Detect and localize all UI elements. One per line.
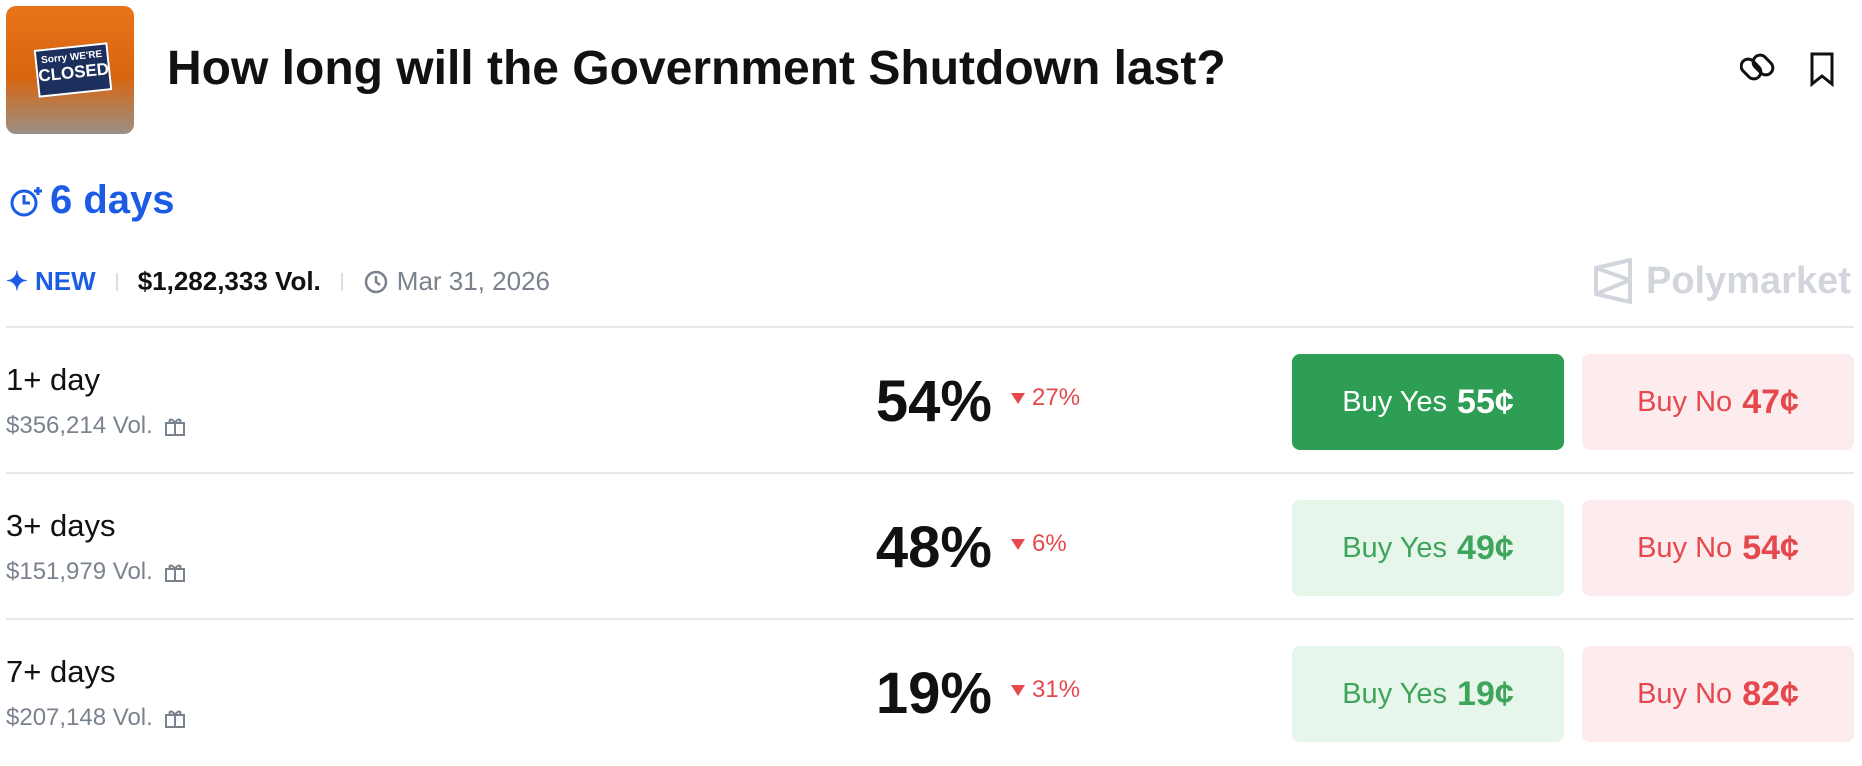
button-label: Buy Yes [1342, 677, 1448, 710]
separator [340, 272, 343, 291]
change: 31% [1010, 676, 1080, 704]
gift-icon [164, 564, 185, 582]
alarm-icon [10, 186, 42, 216]
chance: 54% [875, 369, 992, 434]
change-text: 6% [1032, 530, 1067, 557]
volume-text: $207,148 Vol. [6, 704, 153, 731]
change-text: 27% [1032, 384, 1081, 411]
button-price: 19¢ [1457, 674, 1514, 713]
button-price: 54¢ [1742, 528, 1799, 567]
outcome-label: 7+ days [6, 654, 116, 689]
change: 27% [1010, 384, 1080, 412]
outcome-volume: $207,148 Vol. [6, 704, 187, 732]
chance: 19% [875, 661, 992, 726]
brand-logo [1594, 258, 1632, 304]
volume-text: $356,214 Vol. [6, 412, 153, 439]
market-title: How long will the Government Shutdown la… [167, 42, 1226, 95]
end-date: Mar 31, 2026 [363, 266, 550, 297]
buy-no-button[interactable]: Buy No 47¢ [1582, 354, 1854, 450]
countdown: 6 days [8, 178, 175, 223]
chance: 48% [875, 515, 992, 580]
link-icon[interactable] [1740, 52, 1776, 81]
buy-no-button[interactable]: Buy No 54¢ [1582, 500, 1854, 596]
outcome-label: 1+ day [6, 362, 100, 397]
button-price: 55¢ [1457, 382, 1514, 421]
outcome-row[interactable]: 1+ day $356,214 Vol. 54% 27% Buy Yes 55¢ Buy N… [6, 326, 1854, 474]
button-price: 49¢ [1457, 528, 1514, 567]
brand-name: Polymarket [1646, 259, 1851, 302]
button-price: 47¢ [1742, 382, 1799, 421]
outcome-label: 3+ days [6, 508, 116, 543]
down-arrow [1011, 539, 1025, 550]
bookmark-icon[interactable] [1810, 52, 1834, 88]
button-label: Buy No [1637, 385, 1733, 418]
header-actions [1740, 52, 1834, 88]
down-arrow [1011, 393, 1025, 404]
outcome-volume: $151,979 Vol. [6, 558, 187, 586]
separator [115, 272, 118, 291]
gift-icon [164, 710, 185, 728]
button-price: 82¢ [1742, 674, 1799, 713]
badge-text: NEW [35, 266, 96, 296]
new-badge: ✦ NEW [6, 266, 96, 296]
clock-icon [364, 270, 388, 293]
total-volume: $1,282,333 Vol. [137, 266, 321, 296]
buy-yes-button[interactable]: Buy Yes 55¢ [1292, 354, 1564, 450]
change: 6% [1010, 530, 1067, 558]
closed-sign: Sorry WE'RE CLOSED [33, 42, 113, 98]
down-arrow [1011, 685, 1025, 696]
buy-no-button[interactable]: Buy No 82¢ [1582, 646, 1854, 742]
volume-text: $151,979 Vol. [6, 558, 153, 585]
outcome-row[interactable]: 3+ days $151,979 Vol. 48% 6% Buy Yes 49¢ Buy N… [6, 472, 1854, 620]
gift-icon [164, 418, 185, 436]
date-text: Mar 31, 2026 [396, 266, 550, 296]
button-label: Buy Yes [1342, 385, 1448, 418]
market-meta: ✦ NEW $1,282,333 Vol. Mar 31, 2026 [6, 266, 550, 297]
buy-yes-button[interactable]: Buy Yes 49¢ [1292, 500, 1564, 596]
button-label: Buy No [1637, 677, 1733, 710]
buy-yes-button[interactable]: Buy Yes 19¢ [1292, 646, 1564, 742]
countdown-text: 6 days [50, 178, 175, 222]
outcome-volume: $356,214 Vol. [6, 412, 187, 440]
button-label: Buy No [1637, 531, 1733, 564]
change-text: 31% [1032, 676, 1081, 703]
brand: Polymarket [1592, 258, 1851, 304]
button-label: Buy Yes [1342, 531, 1448, 564]
market-image: Sorry WE'RE CLOSED [6, 6, 134, 134]
outcome-row[interactable]: 7+ days $207,148 Vol. 19% 31% Buy Yes 19¢ Buy … [6, 618, 1854, 766]
